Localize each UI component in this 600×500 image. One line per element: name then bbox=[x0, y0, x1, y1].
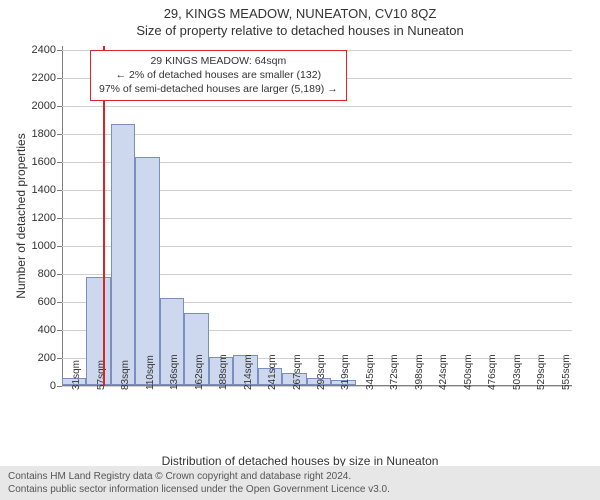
annotation-box: 29 KINGS MEADOW: 64sqm ← 2% of detached … bbox=[90, 50, 347, 101]
y-tick-label: 1400 bbox=[32, 184, 62, 196]
y-tick-label: 1800 bbox=[32, 128, 62, 140]
annotation-line2: ← 2% of detached houses are smaller (132… bbox=[99, 68, 338, 82]
histogram-bar bbox=[111, 124, 135, 385]
y-axis-label: Number of detached properties bbox=[14, 133, 28, 298]
x-tick-label: 450sqm bbox=[463, 354, 474, 390]
y-tick-label: 2200 bbox=[32, 72, 62, 84]
annotation-line1: 29 KINGS MEADOW: 64sqm bbox=[99, 54, 338, 68]
y-tick-label: 0 bbox=[50, 380, 62, 392]
histogram-bar bbox=[135, 157, 159, 385]
gridline bbox=[62, 106, 572, 107]
x-tick-label: 529sqm bbox=[536, 354, 547, 390]
x-tick-label: 555sqm bbox=[561, 354, 572, 390]
y-tick-label: 2000 bbox=[32, 100, 62, 112]
gridline bbox=[62, 134, 572, 135]
x-tick-label: 136sqm bbox=[169, 354, 180, 390]
y-tick-label: 1200 bbox=[32, 212, 62, 224]
x-tick-label: 319sqm bbox=[340, 354, 351, 390]
x-tick-label: 31sqm bbox=[71, 360, 82, 390]
x-tick-label: 293sqm bbox=[316, 354, 327, 390]
x-tick-label: 83sqm bbox=[120, 360, 131, 390]
x-tick-label: 476sqm bbox=[487, 354, 498, 390]
x-tick-label: 267sqm bbox=[292, 354, 303, 390]
y-tick-label: 1000 bbox=[32, 240, 62, 252]
y-tick-label: 1600 bbox=[32, 156, 62, 168]
x-tick-label: 57sqm bbox=[96, 360, 107, 390]
footer: Contains HM Land Registry data © Crown c… bbox=[0, 466, 600, 500]
chart-container: 29, KINGS MEADOW, NUNEATON, CV10 8QZ Siz… bbox=[0, 0, 600, 500]
x-tick-label: 188sqm bbox=[218, 354, 229, 390]
x-tick-label: 110sqm bbox=[145, 355, 156, 390]
footer-line1: Contains HM Land Registry data © Crown c… bbox=[8, 470, 592, 483]
y-tick-label: 400 bbox=[38, 324, 62, 336]
y-axis-line bbox=[62, 46, 63, 386]
x-tick-label: 372sqm bbox=[389, 354, 400, 390]
x-tick-label: 345sqm bbox=[365, 354, 376, 390]
x-tick-label: 241sqm bbox=[267, 354, 278, 390]
x-tick-label: 398sqm bbox=[414, 354, 425, 390]
chart-subtitle: Size of property relative to detached ho… bbox=[0, 21, 600, 38]
y-tick-label: 200 bbox=[38, 352, 62, 364]
annotation-line3: 97% of semi-detached houses are larger (… bbox=[99, 82, 338, 96]
y-tick-label: 800 bbox=[38, 268, 62, 280]
x-tick-label: 503sqm bbox=[512, 354, 523, 390]
plot-region: 0200400600800100012001400160018002000220… bbox=[62, 46, 572, 386]
page-title: 29, KINGS MEADOW, NUNEATON, CV10 8QZ bbox=[0, 0, 600, 21]
y-tick-label: 600 bbox=[38, 296, 62, 308]
footer-line2: Contains public sector information licen… bbox=[8, 483, 592, 496]
x-tick-label: 424sqm bbox=[438, 354, 449, 390]
y-tick-label: 2400 bbox=[32, 44, 62, 56]
x-tick-label: 162sqm bbox=[194, 354, 205, 390]
x-tick-label: 214sqm bbox=[243, 354, 254, 390]
